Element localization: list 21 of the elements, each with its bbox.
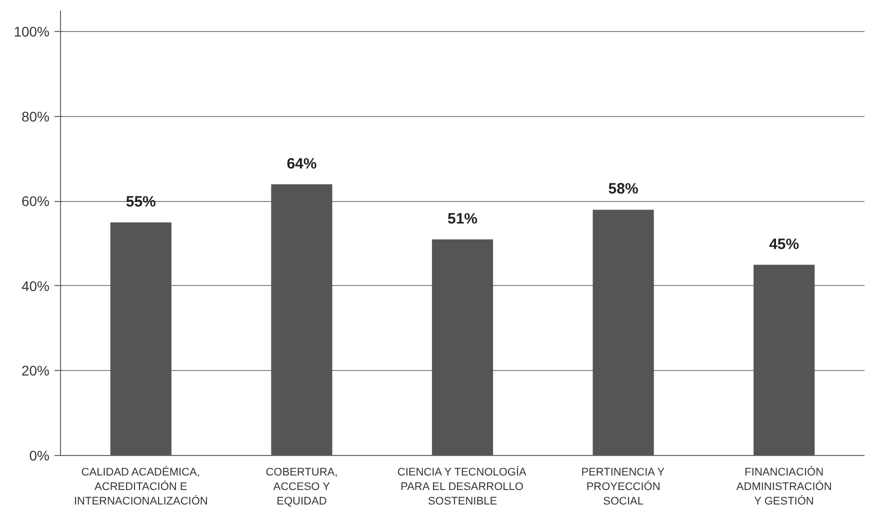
x-tick-label: FINANCIACIÓN ADMINISTRACIÓN Y GESTIÓN [736, 466, 832, 508]
x-tick-label: CALIDAD ACADÉMICA, ACREDITACIÓN E INTERNACIONALIZACIÓN [74, 466, 208, 508]
data-label: 55% [126, 193, 156, 210]
bar [110, 222, 172, 456]
data-label: 45% [769, 236, 800, 253]
x-tick-label: CIENCIA Y TECNOLOGÍA PARA EL DESARROLLO SOSTENIBLE [397, 466, 528, 508]
bar [432, 239, 494, 456]
x-tick-label: PERTINENCIA Y PROYECCIÓN SOCIAL [581, 466, 666, 508]
y-tick-label: 20% [21, 362, 50, 379]
bar [271, 184, 332, 456]
y-tick-label: 60% [21, 193, 50, 210]
y-tick-label: 100% [14, 24, 50, 40]
y-tick-label: 0% [29, 448, 50, 464]
y-tick-label: 40% [21, 278, 50, 294]
x-tick-label: COBERTURA, ACCESO Y EQUIDAD [266, 466, 338, 508]
y-tick-label: 80% [21, 108, 50, 124]
bar [592, 210, 654, 456]
data-label: 64% [286, 155, 317, 172]
data-label: 51% [447, 210, 478, 228]
bar [754, 264, 815, 456]
data-label: 58% [608, 180, 638, 198]
